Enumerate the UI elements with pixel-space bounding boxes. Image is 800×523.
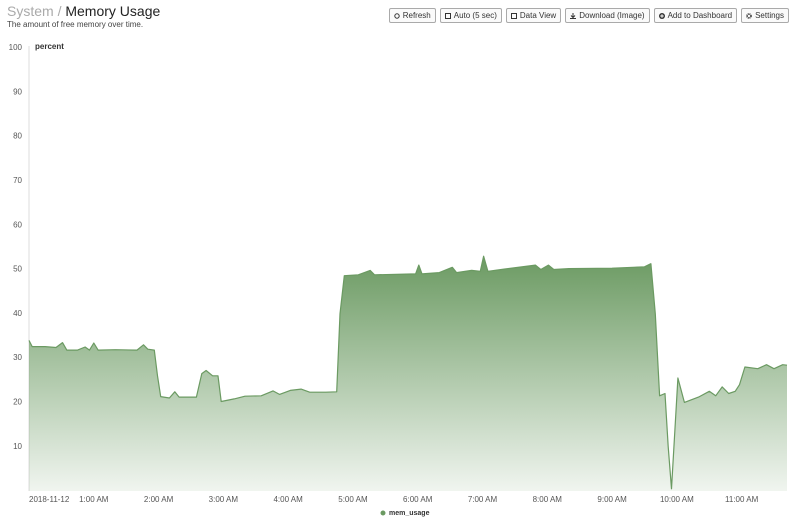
data-view-button[interactable]: Data View	[505, 8, 562, 23]
legend-marker	[380, 510, 386, 516]
icon	[570, 12, 577, 19]
subtitle: The amount of free memory over time.	[7, 20, 144, 29]
y-tick-label: 30	[13, 353, 22, 362]
label: Refresh	[402, 11, 431, 20]
x-tick-label: 6:00 AM	[403, 495, 433, 504]
legend-label: mem_usage	[389, 510, 430, 517]
y-tick-label: 100	[9, 43, 23, 52]
y-tick-label: 70	[13, 176, 22, 185]
label: Add to Dashboard	[667, 11, 733, 20]
x-tick-label: 5:00 AM	[338, 495, 368, 504]
icon	[444, 12, 451, 19]
toolbar: Refresh Auto (5 sec) Data View Download …	[388, 8, 789, 23]
y-tick-label: 60	[13, 220, 22, 229]
y-tick-label: 90	[13, 87, 22, 96]
x-tick-label: 8:00 AM	[533, 495, 563, 504]
label: Data View	[519, 11, 557, 20]
label: Settings	[755, 11, 784, 20]
icon	[746, 12, 752, 19]
y-axis-label: percent	[35, 42, 64, 51]
label: Download (Image)	[579, 11, 645, 20]
header: System / Memory Usage The amount of free…	[7, 3, 160, 29]
icon	[510, 12, 517, 19]
breadcrumb[interactable]: System	[7, 3, 54, 19]
x-tick-label: 2:00 AM	[144, 495, 174, 504]
y-tick-label: 80	[13, 132, 22, 141]
dashboard-button[interactable]: Add to Dashboard	[653, 8, 738, 23]
y-tick-label: 20	[13, 398, 22, 407]
x-tick-label: 9:00 AM	[597, 495, 627, 504]
x-tick-label: 1:00 AM	[79, 495, 109, 504]
x-tick-label: 2018-11-12	[29, 495, 70, 504]
y-tick-label: 50	[13, 265, 22, 274]
icon	[394, 12, 400, 19]
icon	[658, 12, 665, 19]
separator: /	[57, 3, 62, 19]
settings-button[interactable]: Settings	[741, 8, 789, 23]
x-tick-label: 7:00 AM	[468, 495, 498, 504]
y-tick-label: 40	[13, 309, 22, 318]
auto-button[interactable]: Auto (5 sec)	[439, 8, 502, 23]
refresh-button[interactable]: Refresh	[388, 8, 436, 23]
line	[28, 255, 788, 490]
title-row: System / Memory Usage	[7, 3, 160, 19]
x-tick-label: 4:00 AM	[273, 495, 303, 504]
download-button[interactable]: Download (Image)	[565, 8, 650, 23]
x-tick-label: 10:00 AM	[660, 495, 694, 504]
x-tick-label: 11:00 AM	[725, 495, 759, 504]
x-tick-label: 3:00 AM	[209, 495, 239, 504]
page-title: Memory Usage	[65, 3, 161, 19]
label: Auto (5 sec)	[453, 11, 497, 20]
y-tick-label: 10	[13, 442, 22, 451]
area-fill	[29, 256, 787, 491]
